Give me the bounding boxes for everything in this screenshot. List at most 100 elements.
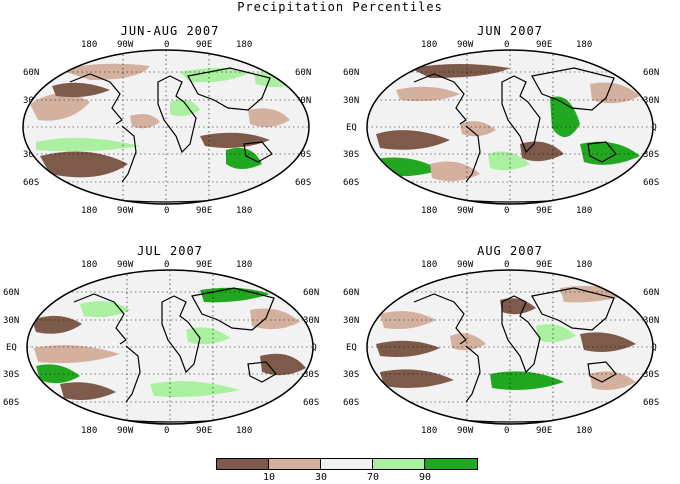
lat-label-60n: 60N xyxy=(3,288,20,298)
map-outline xyxy=(26,269,314,425)
lon-label-90e: 90E xyxy=(196,40,213,50)
map-panel-aug: AUG 2007 180 90W 0 90E 180 180 90W 0 90E… xyxy=(340,244,680,459)
lat-label-30n: 30N xyxy=(343,316,360,326)
lat-label-30n-right: 30N xyxy=(303,316,320,326)
map-panel-jul: JUL 2007 180 90W 0 90E 180 180 90W 0 90E… xyxy=(0,244,340,459)
lon-label-90w-bottom: 90W xyxy=(457,426,474,436)
legend-label-90: 90 xyxy=(418,472,432,483)
lon-label-180w: 180 xyxy=(421,260,438,270)
lon-label-0-bottom: 0 xyxy=(164,206,170,216)
map-outline xyxy=(366,49,654,205)
lon-label-180w-bottom: 180 xyxy=(81,206,98,216)
lon-label-180w: 180 xyxy=(81,40,98,50)
lon-label-180e: 180 xyxy=(236,260,253,270)
lon-label-180e-bottom: 180 xyxy=(576,426,593,436)
legend-swatch-30-70 xyxy=(320,458,373,470)
map-panel-jun: JUN 2007 180 90W 0 90E 180 180 90W 0 90E… xyxy=(340,24,680,239)
lat-label-60n-right: 60N xyxy=(643,68,660,78)
lon-label-180e-bottom: 180 xyxy=(236,426,253,436)
legend-swatch-70-90 xyxy=(372,458,425,470)
lon-label-180e: 180 xyxy=(236,40,253,50)
lat-label-60n-right: 60N xyxy=(643,288,660,298)
color-legend: 10 30 70 90 xyxy=(216,458,480,484)
percentile-map xyxy=(26,269,314,425)
lat-label-30s-right: 30S xyxy=(295,150,312,160)
lon-label-90w-bottom: 90W xyxy=(117,206,134,216)
lon-label-90w-bottom: 90W xyxy=(457,206,474,216)
lon-label-90w: 90W xyxy=(117,40,134,50)
panel-title: JUN-AUG 2007 xyxy=(120,24,220,38)
lat-label-60n-right: 60N xyxy=(303,288,320,298)
lat-label-30n: 30N xyxy=(3,316,20,326)
lon-label-90e-bottom: 90E xyxy=(536,206,553,216)
lon-label-0: 0 xyxy=(164,40,170,50)
lat-label-30n-right: 30N xyxy=(643,316,660,326)
lat-label-60n: 60N xyxy=(23,68,40,78)
legend-label-70: 70 xyxy=(366,472,380,483)
lon-label-0-bottom: 0 xyxy=(504,426,510,436)
legend-label-30: 30 xyxy=(314,472,328,483)
legend-swatch-10-30 xyxy=(268,458,321,470)
lon-label-180w-bottom: 180 xyxy=(81,426,98,436)
lon-label-90e: 90E xyxy=(196,260,213,270)
lat-label-60s-right: 60S xyxy=(643,178,660,188)
lat-label-eq: EQ xyxy=(6,343,17,353)
lon-label-180e-bottom: 180 xyxy=(576,206,593,216)
map-panel-jun-aug: JUN-AUG 2007 180 90W 0 90E 180 180 90W 0… xyxy=(0,24,340,239)
lat-label-30s: 30S xyxy=(3,370,20,380)
lat-label-eq: EQ xyxy=(346,343,357,353)
lat-label-30s: 30S xyxy=(343,370,360,380)
legend-swatch-below-10 xyxy=(216,458,269,470)
lat-label-60s-right: 60S xyxy=(295,178,312,188)
lat-label-30n: 30N xyxy=(343,96,360,106)
lat-label-30s-right: 30S xyxy=(303,370,320,380)
lon-label-180e-bottom: 180 xyxy=(236,206,253,216)
lon-label-0: 0 xyxy=(504,40,510,50)
lat-label-60s-right: 60S xyxy=(643,398,660,408)
lon-label-180w-bottom: 180 xyxy=(421,206,438,216)
panel-title: AUG 2007 xyxy=(477,244,543,258)
figure-title: Precipitation Percentiles xyxy=(237,0,443,14)
lon-label-180w: 180 xyxy=(421,40,438,50)
legend-label-10: 10 xyxy=(262,472,276,483)
lat-label-30s: 30S xyxy=(23,150,40,160)
lat-label-60n: 60N xyxy=(343,68,360,78)
lat-label-30s-right: 30S xyxy=(643,370,660,380)
lon-label-180w: 180 xyxy=(81,260,98,270)
lat-label-60n-right: 60N xyxy=(295,68,312,78)
lat-label-60s-right: 60S xyxy=(303,398,320,408)
lon-label-90e-bottom: 90E xyxy=(196,206,213,216)
lon-label-90w: 90W xyxy=(117,260,134,270)
lat-label-60s: 60S xyxy=(343,398,360,408)
lon-label-90e: 90E xyxy=(536,260,553,270)
lon-label-90e-bottom: 90E xyxy=(196,426,213,436)
lat-label-30n-right: 30N xyxy=(295,96,312,106)
lat-label-60n: 60N xyxy=(343,288,360,298)
lon-label-0: 0 xyxy=(504,260,510,270)
lon-label-180e: 180 xyxy=(576,260,593,270)
lon-label-90e: 90E xyxy=(536,40,553,50)
lat-label-30s: 30S xyxy=(343,150,360,160)
lon-label-180e: 180 xyxy=(576,40,593,50)
lon-label-0-bottom: 0 xyxy=(504,206,510,216)
percentile-map xyxy=(22,49,310,205)
lat-label-30s-right: 30S xyxy=(643,150,660,160)
lon-label-90w-bottom: 90W xyxy=(117,426,134,436)
lon-label-0: 0 xyxy=(164,260,170,270)
lat-label-eq: EQ xyxy=(346,123,357,133)
lat-label-60s: 60S xyxy=(343,178,360,188)
percentile-map xyxy=(366,49,654,205)
lat-label-60s: 60S xyxy=(3,398,20,408)
lon-label-90w: 90W xyxy=(457,40,474,50)
map-outline xyxy=(22,49,310,205)
lon-label-90e-bottom: 90E xyxy=(536,426,553,436)
lon-label-180w-bottom: 180 xyxy=(421,426,438,436)
lon-label-0-bottom: 0 xyxy=(164,426,170,436)
lat-label-60s: 60S xyxy=(23,178,40,188)
panel-title: JUN 2007 xyxy=(477,24,543,38)
lon-label-90w: 90W xyxy=(457,260,474,270)
panel-title: JUL 2007 xyxy=(137,244,203,258)
percentile-map xyxy=(366,269,654,425)
lat-label-30n-right: 30N xyxy=(643,96,660,106)
legend-swatch-above-90 xyxy=(424,458,478,470)
